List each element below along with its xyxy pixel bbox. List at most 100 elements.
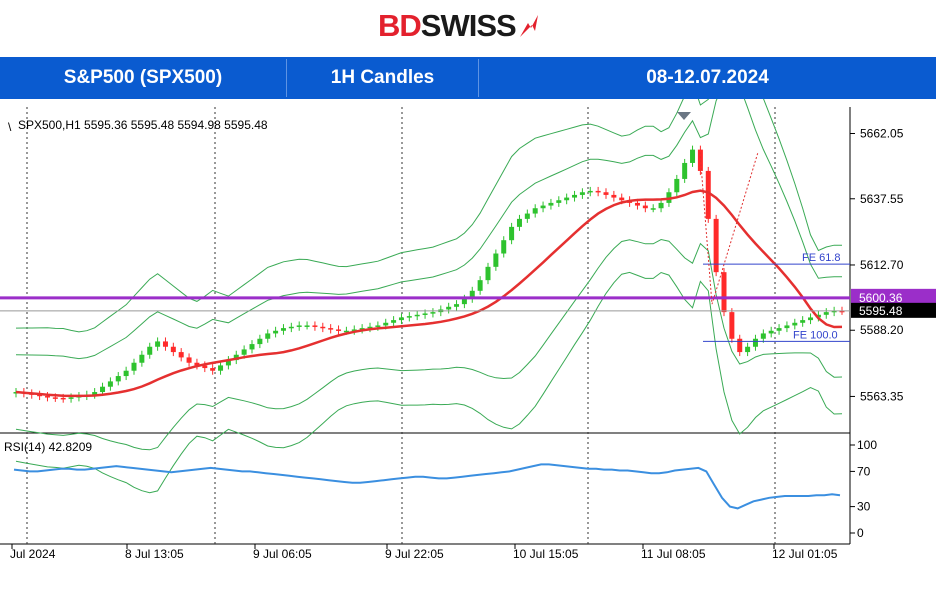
support-price-tag	[851, 288, 936, 306]
info-caret: \	[8, 120, 12, 134]
moving-average-line	[15, 189, 843, 398]
current-price-tag	[851, 302, 936, 318]
candle-body	[406, 316, 412, 318]
fib-level-label: FE 61.8	[802, 252, 841, 264]
candle-body	[579, 192, 585, 195]
candle-body	[52, 397, 58, 399]
candle-body	[792, 322, 798, 326]
candle-body	[186, 357, 192, 363]
chart-area: FE 61.8 FE 100.0 \ SPX500,H1 5595.36 5595.4…	[0, 14, 936, 590]
brand-bar: BD SWISS	[0, 0, 936, 56]
candle-body	[493, 253, 499, 267]
candle-body	[776, 328, 782, 331]
upper-band-outer	[15, 14, 843, 333]
candle-body	[68, 397, 74, 399]
candle-body	[241, 349, 247, 355]
candle-body	[249, 344, 255, 350]
time-tick-label: Jul 2024	[10, 547, 56, 561]
time-tick-label: 9 Jul 06:05	[253, 547, 312, 561]
candle-body	[225, 360, 231, 366]
candle-body	[737, 338, 743, 353]
rsi-tick-label: 70	[857, 464, 871, 478]
candle-body	[218, 365, 224, 371]
time-tick-label: 12 Jul 01:05	[772, 547, 838, 561]
logo-part-swiss: SWISS	[420, 8, 517, 43]
candle-body	[375, 325, 381, 327]
rsi-tick-label: 100	[857, 438, 877, 452]
candle-body	[477, 280, 483, 291]
price-pane	[10, 107, 850, 432]
candle-body	[383, 322, 389, 326]
candle-body	[532, 208, 538, 214]
candle-body	[202, 365, 208, 369]
rsi-tick-label: 0	[857, 526, 864, 540]
lower-band-outer	[15, 271, 843, 494]
upper-band	[15, 78, 843, 360]
candle-body	[367, 326, 373, 329]
candle-body	[815, 314, 821, 318]
price-tick-label: 5563.35	[860, 389, 904, 403]
candle-body	[359, 328, 365, 330]
candle-body	[139, 354, 145, 363]
candle-body	[155, 341, 161, 347]
candle-body	[611, 194, 617, 198]
candle-body	[233, 354, 239, 361]
candle-body	[485, 266, 491, 281]
rsi-line	[13, 463, 841, 510]
candle-body	[446, 306, 452, 310]
candle-body	[351, 329, 357, 331]
candle-body	[123, 370, 129, 377]
header-divider	[286, 59, 287, 97]
candle-body	[697, 149, 703, 171]
time-tick-label: 9 Jul 22:05	[385, 547, 444, 561]
candle-body	[619, 197, 625, 201]
candle-body	[752, 338, 758, 347]
candle-body	[524, 213, 530, 219]
candle-body	[320, 326, 326, 329]
price-chart[interactable]: FE 61.8 FE 100.0 \ SPX500,H1 5595.36 5595.4…	[0, 14, 936, 590]
candle-body	[784, 325, 790, 329]
candle-body	[839, 310, 845, 313]
candle-body	[398, 317, 404, 321]
candle-body	[280, 328, 286, 331]
candle-body	[501, 240, 507, 254]
candle-body	[92, 392, 98, 395]
candle-body	[595, 190, 601, 193]
candle-body	[713, 218, 719, 273]
candle-body	[44, 396, 50, 398]
candle-body	[170, 346, 176, 353]
candle-body	[556, 200, 562, 203]
candle-body	[60, 397, 66, 400]
candle-body	[682, 162, 688, 179]
candle-body	[587, 190, 593, 193]
candle-body	[312, 325, 318, 327]
time-tick-label: 11 Jul 08:05	[641, 547, 706, 561]
candle-body	[100, 386, 106, 393]
candle-body	[178, 352, 184, 358]
candle-body	[422, 313, 428, 315]
logo-part-bd: BD	[378, 8, 422, 43]
symbol-title: S&P500 (SPX500)	[63, 67, 223, 88]
chart-info-text: SPX500,H1 5595.36 5595.48 5594.98 5595.4…	[18, 118, 268, 132]
candle-body	[194, 362, 200, 366]
price-tick-label: 5588.20	[860, 323, 904, 337]
candle-body	[721, 272, 727, 313]
candle-body	[414, 314, 420, 317]
candle-body	[273, 330, 279, 334]
price-tick-label: 5612.70	[860, 258, 904, 272]
current-price-label: 5595.48	[859, 304, 903, 318]
candle-body	[131, 362, 137, 371]
candle-body	[265, 333, 271, 339]
candle-body	[690, 149, 696, 163]
candle-body	[516, 218, 522, 227]
chart-header: S&P500 (SPX500) 1H Candles 08-12.07.2024	[0, 57, 936, 99]
candle-body	[634, 202, 640, 206]
logo-arrow-icon	[519, 15, 538, 37]
candle-body	[745, 346, 751, 353]
candle-body	[391, 320, 397, 323]
candle-body	[548, 202, 554, 206]
price-tick-label: 5637.55	[860, 192, 904, 206]
header-divider	[478, 59, 479, 97]
candle-body	[454, 304, 460, 307]
candle-body	[469, 290, 475, 299]
